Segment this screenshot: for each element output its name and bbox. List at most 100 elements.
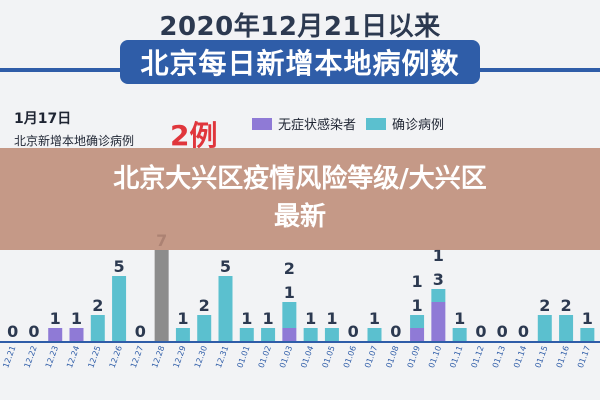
value-label: 3 [433,270,444,289]
category-label: 12.31 [214,345,230,370]
category-label: 01.10 [427,345,443,370]
overlay-text: 北京大兴区疫情风险等级/大兴区 最新 [0,160,600,236]
category-label: 01.01 [235,345,251,370]
bar-asymptomatic [282,328,297,341]
bar-asymptomatic [431,302,446,341]
chart-legend: 无症状感染者 确诊病例 [252,114,444,133]
value-label: 2 [199,296,210,315]
bar-confirmed [367,328,382,341]
value-label: 2 [92,296,103,315]
annotation-label: 北京新增本地确诊病例 [14,134,135,148]
category-label: 12.25 [86,345,102,370]
bar-asymptomatic [48,328,63,341]
value-label: 0 [28,322,39,341]
value-label: 1 [241,309,252,328]
category-label: 01.13 [491,345,507,370]
category-label: 01.06 [342,345,358,370]
value-label: 2 [561,296,572,315]
value-label: 1 [369,309,380,328]
value-label: 5 [220,257,231,276]
category-label: 01.12 [470,345,486,370]
category-label: 12.28 [150,345,166,370]
annotation-date: 1月17日 [14,111,72,127]
legend-item-asymptomatic: 无症状感染者 [252,114,356,133]
overlay-text-line1: 北京大兴区疫情风险等级/大兴区 [113,164,487,194]
category-label: 12.23 [44,345,60,370]
value-label: 1 [412,272,423,291]
overlay-banner [0,148,600,250]
bar-confirmed [154,250,169,341]
value-label: 2 [539,296,550,315]
category-label: 01.02 [257,345,273,370]
value-label: 0 [518,322,529,341]
legend-swatch-asymptomatic [252,117,272,130]
category-label: 01.14 [512,345,528,370]
value-label: 1 [177,309,188,328]
value-label: 2 [284,259,295,278]
category-label: 01.09 [406,345,422,370]
value-label: 1 [582,309,593,328]
bar-asymptomatic [410,328,425,341]
bar-confirmed [239,328,254,341]
category-label: 01.04 [299,345,315,370]
bar-confirmed [324,328,339,341]
bar-confirmed [112,276,127,341]
category-label: 12.27 [129,345,145,370]
value-label: 1 [71,309,82,328]
bar-confirmed [261,328,276,341]
bars-group: 0011250712511211101011131000221 [7,231,595,341]
value-label: 0 [390,322,401,341]
bar-confirmed [580,328,595,341]
bar-confirmed [537,315,552,341]
category-label: 01.16 [555,345,571,370]
value-label: 5 [114,257,125,276]
bar-confirmed [197,315,212,341]
category-label: 01.03 [278,345,294,370]
value-label: 1 [433,246,444,265]
value-label: 0 [475,322,486,341]
category-label: 12.29 [172,345,188,370]
bar-confirmed [218,276,233,341]
value-label: 1 [412,296,423,315]
legend-label-confirmed: 确诊病例 [392,118,445,133]
category-label: 12.26 [108,345,124,370]
category-label: 01.07 [363,345,379,370]
chart-title-banner: 北京每日新增本地病例数 [120,40,480,84]
legend-label-asymptomatic: 无症状感染者 [278,118,357,133]
category-label: 12.24 [65,345,81,370]
value-label: 0 [348,322,359,341]
bar-confirmed [431,289,446,302]
bar-confirmed [559,315,574,341]
value-label: 0 [497,322,508,341]
value-label: 1 [263,309,274,328]
value-label: 0 [135,322,146,341]
category-label: 01.08 [384,345,400,370]
category-label: 01.17 [576,345,592,370]
value-label: 0 [7,322,18,341]
category-label: 01.15 [533,345,549,370]
bar-confirmed [175,328,190,341]
legend-swatch-confirmed [366,117,387,130]
category-label: 12.21 [1,345,17,370]
bar-confirmed [90,315,105,341]
bar-confirmed [282,302,297,328]
annotation-value: 2例 [170,119,218,152]
value-label: 1 [326,309,337,328]
bar-asymptomatic [69,328,84,341]
legend-item-confirmed: 确诊病例 [366,114,444,133]
category-label: 12.30 [193,345,209,370]
axis-group: 12.21 12.22 12.23 12.24 12.25 12.26 12.27 12.28… [0,341,600,370]
category-label: 01.11 [448,345,464,370]
chart-title-top: 2020年12月21日以来 [159,12,441,42]
bar-confirmed [410,315,425,328]
bar-confirmed [303,328,318,341]
bar-confirmed [452,328,467,341]
category-label: 12.22 [23,345,39,370]
overlay-text-line2: 最新 [273,202,326,232]
value-label: 1 [305,309,316,328]
value-label: 1 [454,309,465,328]
value-label: 1 [284,283,295,302]
value-label: 1 [50,309,61,328]
